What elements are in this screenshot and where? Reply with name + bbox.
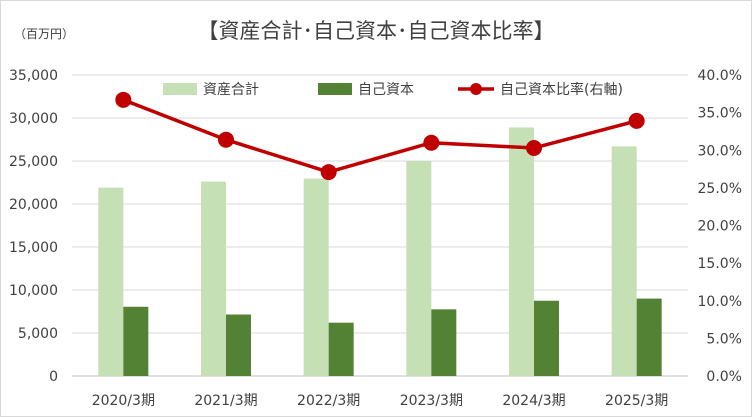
ratio-point bbox=[628, 112, 645, 129]
y2-tick-label: 10.0% bbox=[698, 294, 742, 310]
y2-tick-label: 25.0% bbox=[698, 181, 742, 197]
y-tick-label: 25,000 bbox=[9, 154, 58, 170]
y2-tick-label: 0.0% bbox=[706, 369, 742, 385]
y-axis-left: 0 5,000 10,000 15,000 20,000 25,000 30,000 35,0… bbox=[9, 68, 58, 385]
y2-tick-label: 5.0% bbox=[706, 331, 742, 347]
x-axis: 2020/3期 2021/3期 2022/3期 2023/3期 2024/3期 2025/… bbox=[92, 393, 669, 409]
legend-label: 自己資本比率(右軸) bbox=[500, 81, 623, 98]
ratio-point bbox=[526, 139, 542, 156]
ratio-point bbox=[218, 131, 234, 148]
y2-tick-label: 30.0% bbox=[698, 143, 742, 159]
ratio-line bbox=[115, 91, 645, 181]
y-tick-label: 20,000 bbox=[9, 197, 58, 213]
y2-tick-label: 20.0% bbox=[698, 219, 742, 235]
bar bbox=[98, 187, 124, 376]
legend: 資産合計 自己資本 自己資本比率(右軸) bbox=[163, 81, 623, 98]
chart-title: 【資産合計･自己資本･自己資本比率】 bbox=[198, 19, 555, 43]
bar bbox=[509, 127, 534, 377]
ratio-line-path bbox=[122, 98, 638, 174]
bar bbox=[303, 178, 329, 376]
legend-marker bbox=[470, 83, 482, 95]
x-tick-label: 2022/3期 bbox=[297, 393, 360, 409]
bar bbox=[534, 300, 559, 376]
y2-tick-label: 40.0% bbox=[698, 68, 742, 84]
bar bbox=[611, 146, 637, 376]
unit-label: （百万円） bbox=[14, 27, 74, 41]
y2-tick-label: 15.0% bbox=[698, 256, 742, 272]
bar bbox=[123, 306, 149, 376]
gridlines bbox=[72, 74, 688, 377]
y-tick-label: 15,000 bbox=[9, 240, 58, 256]
y-tick-label: 0 bbox=[49, 369, 58, 385]
legend-label: 自己資本 bbox=[358, 82, 414, 98]
bar bbox=[406, 161, 432, 376]
bar bbox=[328, 322, 354, 376]
legend-swatch bbox=[163, 83, 197, 95]
y-tick-label: 5,000 bbox=[18, 326, 58, 342]
y2-tick-label: 35.0% bbox=[698, 106, 742, 122]
bars bbox=[98, 127, 662, 377]
legend-label: 資産合計 bbox=[203, 82, 259, 98]
bar bbox=[636, 298, 662, 376]
bar bbox=[226, 314, 251, 376]
legend-swatch bbox=[318, 83, 352, 95]
ratio-point bbox=[423, 134, 440, 151]
ratio-point bbox=[115, 91, 132, 108]
ratio-point bbox=[320, 164, 337, 181]
y-tick-label: 10,000 bbox=[9, 283, 58, 299]
x-tick-label: 2024/3期 bbox=[502, 393, 565, 409]
x-tick-label: 2021/3期 bbox=[194, 393, 257, 409]
x-tick-label: 2025/3期 bbox=[605, 393, 668, 409]
y-axis-right: 0.0% 5.0% 10.0% 15.0% 20.0% 25.0% 30.0% 35.0% 40… bbox=[698, 68, 742, 385]
y-tick-label: 30,000 bbox=[9, 111, 58, 127]
bar bbox=[431, 309, 457, 376]
y-tick-label: 35,000 bbox=[9, 68, 58, 84]
x-tick-label: 2020/3期 bbox=[92, 393, 155, 409]
x-tick-label: 2023/3期 bbox=[400, 393, 463, 409]
bar bbox=[201, 181, 226, 376]
